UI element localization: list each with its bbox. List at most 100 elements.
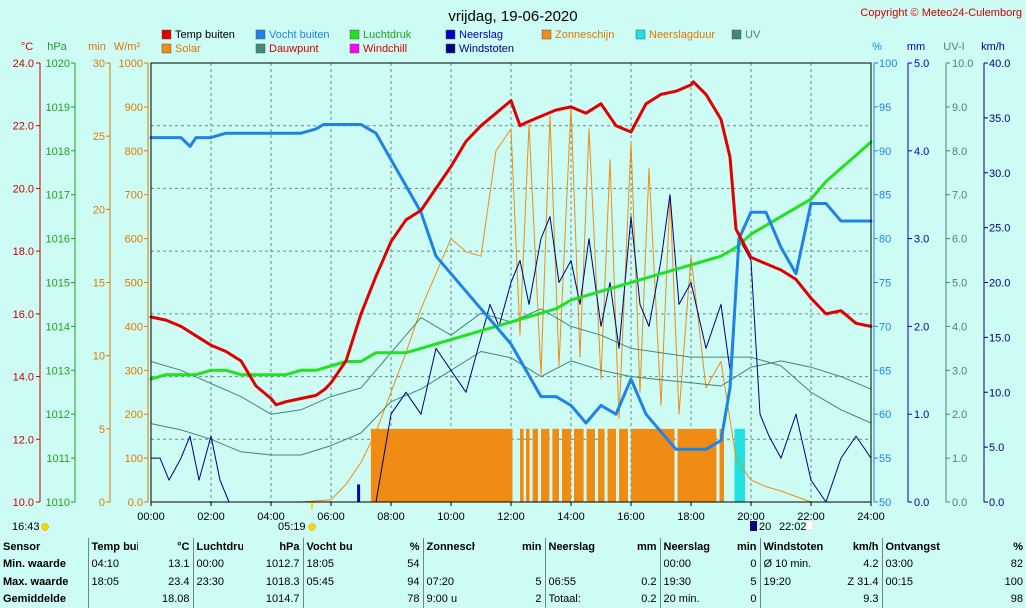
legend-label: Dauwpunt [269, 43, 319, 55]
sunset-time: 22:02 [779, 521, 807, 533]
stats-cell: 23:30 [192, 573, 243, 591]
axis-tick-label-pressure: 1014 [46, 321, 70, 333]
axis-tick-label-humidity: 85 [879, 190, 891, 202]
stats-cell [192, 590, 243, 608]
stats-cell: Z 31.4 [847, 575, 879, 588]
sunshine-bar [552, 428, 559, 502]
axis-tick-label-pressure: 1012 [46, 409, 70, 421]
sunrise-time: 05:19 [278, 521, 306, 533]
stats-cell [302, 590, 353, 608]
axis-tick-label-wind: 40.0 [989, 58, 1010, 70]
legend-label: Luchtdruk [363, 29, 412, 41]
axis-tick-label-rain: 0.0 [914, 497, 929, 509]
stats-cell: mm [636, 540, 657, 553]
x-tick-label: 02:00 [197, 511, 225, 523]
raindur-bar [734, 428, 745, 502]
axis-tick-label-humidity: 80 [879, 234, 891, 246]
axis-tick-label-wind: 35.0 [989, 113, 1010, 125]
axis-tick-label-sunmin: 5 [99, 424, 105, 436]
axis-tick-label-pressure: 1010 [46, 497, 70, 509]
x-tick-label: 06:00 [317, 511, 345, 523]
stats-cell: Windstoten [759, 538, 830, 556]
axis-tick-label-rain: 3.0 [914, 234, 929, 246]
axis-tick-label-humidity: 55 [879, 453, 891, 465]
sunset-short: 20 [759, 521, 771, 533]
stats-cell: 0 [750, 558, 757, 571]
axis-tick-label-rain: 2.0 [914, 321, 929, 333]
x-tick-label: 10:00 [437, 511, 465, 523]
series-line-temp-buiten [149, 80, 873, 407]
sunshine-bar [677, 428, 717, 502]
weather-chart: vrijdag, 19-06-2020 Copyright © Meteo24-… [12, 7, 1022, 533]
stats-cell: 1012.7 [265, 558, 300, 571]
axis-tick-label-uv: 7.0 [952, 190, 967, 202]
stats-row: Gemiddelde 18.08 1014.7 78 9:00 u 2 Totaal: 0.2… [0, 590, 1026, 608]
stats-cell: 20 min. [659, 590, 710, 608]
stats-cell: 00:00 [659, 555, 710, 573]
sunshine-bar [370, 428, 513, 502]
stats-cell: 1014.7 [265, 593, 300, 606]
stats-cell: Neerslag [544, 538, 595, 556]
axis-tick-label-temp: 16.0 [13, 309, 34, 321]
series [149, 80, 873, 503]
axis-tick-label-temp: 18.0 [13, 246, 34, 258]
axis-tick-label-uv: 2.0 [952, 409, 967, 421]
stats-cell: 94 [407, 575, 420, 588]
stats-row: Max. waarde 18:05 23.4 23:30 1018.3 05:45 94 07… [0, 573, 1026, 591]
legend-swatch [349, 43, 360, 54]
legend-label: Solar [175, 43, 201, 55]
stats-cell: 19:20 [759, 573, 830, 591]
stats-cell: 13.1 [168, 558, 190, 571]
stats-cell [87, 590, 138, 608]
axis-tick-label-pressure: 1020 [46, 58, 70, 70]
axes: °C24.022.020.018.016.014.012.010.0hPa102… [13, 41, 1011, 509]
stats-cell: Zonneschijn [422, 538, 475, 556]
stats-cell: Sensor [3, 540, 41, 553]
sunset-moon-icon [750, 521, 757, 531]
stats-cell: 03:00 [881, 555, 952, 573]
sunshine-bar [607, 428, 616, 502]
stats-cell: 0.2 [641, 575, 657, 588]
axis-unit-sunmin: min [88, 41, 106, 53]
stats-cell: 18:05 [302, 555, 353, 573]
stats-cell: 78 [407, 593, 420, 606]
dawn-time: 16:43 [12, 521, 40, 533]
stats-cell: 2 [535, 593, 542, 606]
stats-cell: Max. waarde [3, 575, 69, 588]
axis-tick-label-temp: 22.0 [13, 121, 34, 133]
legend-swatch [349, 29, 360, 40]
axis-tick-label-sunmin: 25 [93, 131, 105, 143]
stats-cell: 06:55 [544, 573, 595, 591]
axis-tick-label-solar: 1000 [119, 58, 143, 70]
stats-cell: 0 [750, 593, 757, 606]
legend-swatch [255, 43, 266, 54]
x-tick-label: 04:00 [257, 511, 285, 523]
stats-cell: Ø 10 min. [759, 555, 830, 573]
legend-label: Windchill [363, 43, 407, 55]
axis-tick-label-temp: 12.0 [13, 434, 34, 446]
stats-cell: 9:00 u [422, 590, 475, 608]
legend-label: Zonneschijn [555, 29, 614, 41]
axis-tick-label-uv: 0.0 [952, 497, 967, 509]
x-tick-label: 16:00 [617, 511, 645, 523]
axis-tick-label-humidity: 95 [879, 102, 891, 114]
axis-tick-label-temp: 20.0 [13, 183, 34, 195]
x-tick-label: 08:00 [377, 511, 405, 523]
axis-tick-label-solar: 400 [125, 321, 143, 333]
stats-cell: Min. waarde [3, 558, 66, 571]
stats-cell: 100 [1004, 575, 1023, 588]
stats-cell: 4.2 [863, 558, 879, 571]
axis-tick-label-solar: 300 [125, 365, 143, 377]
axis-tick-label-pressure: 1017 [46, 190, 70, 202]
axis-tick-label-sunmin: 30 [93, 58, 105, 70]
x-tick-label: 20:00 [737, 511, 765, 523]
axis-tick-label-humidity: 90 [879, 146, 891, 158]
stats-cell: 54 [407, 558, 420, 571]
axis-tick-label-pressure: 1015 [46, 278, 70, 290]
stats-cell: 04:10 [87, 555, 138, 573]
stats-cell: Gemiddelde [3, 593, 66, 606]
axis-tick-label-pressure: 1018 [46, 146, 70, 158]
series-line-luchtdruk [149, 140, 873, 381]
axis-tick-label-solar: 0.0 [128, 497, 143, 509]
